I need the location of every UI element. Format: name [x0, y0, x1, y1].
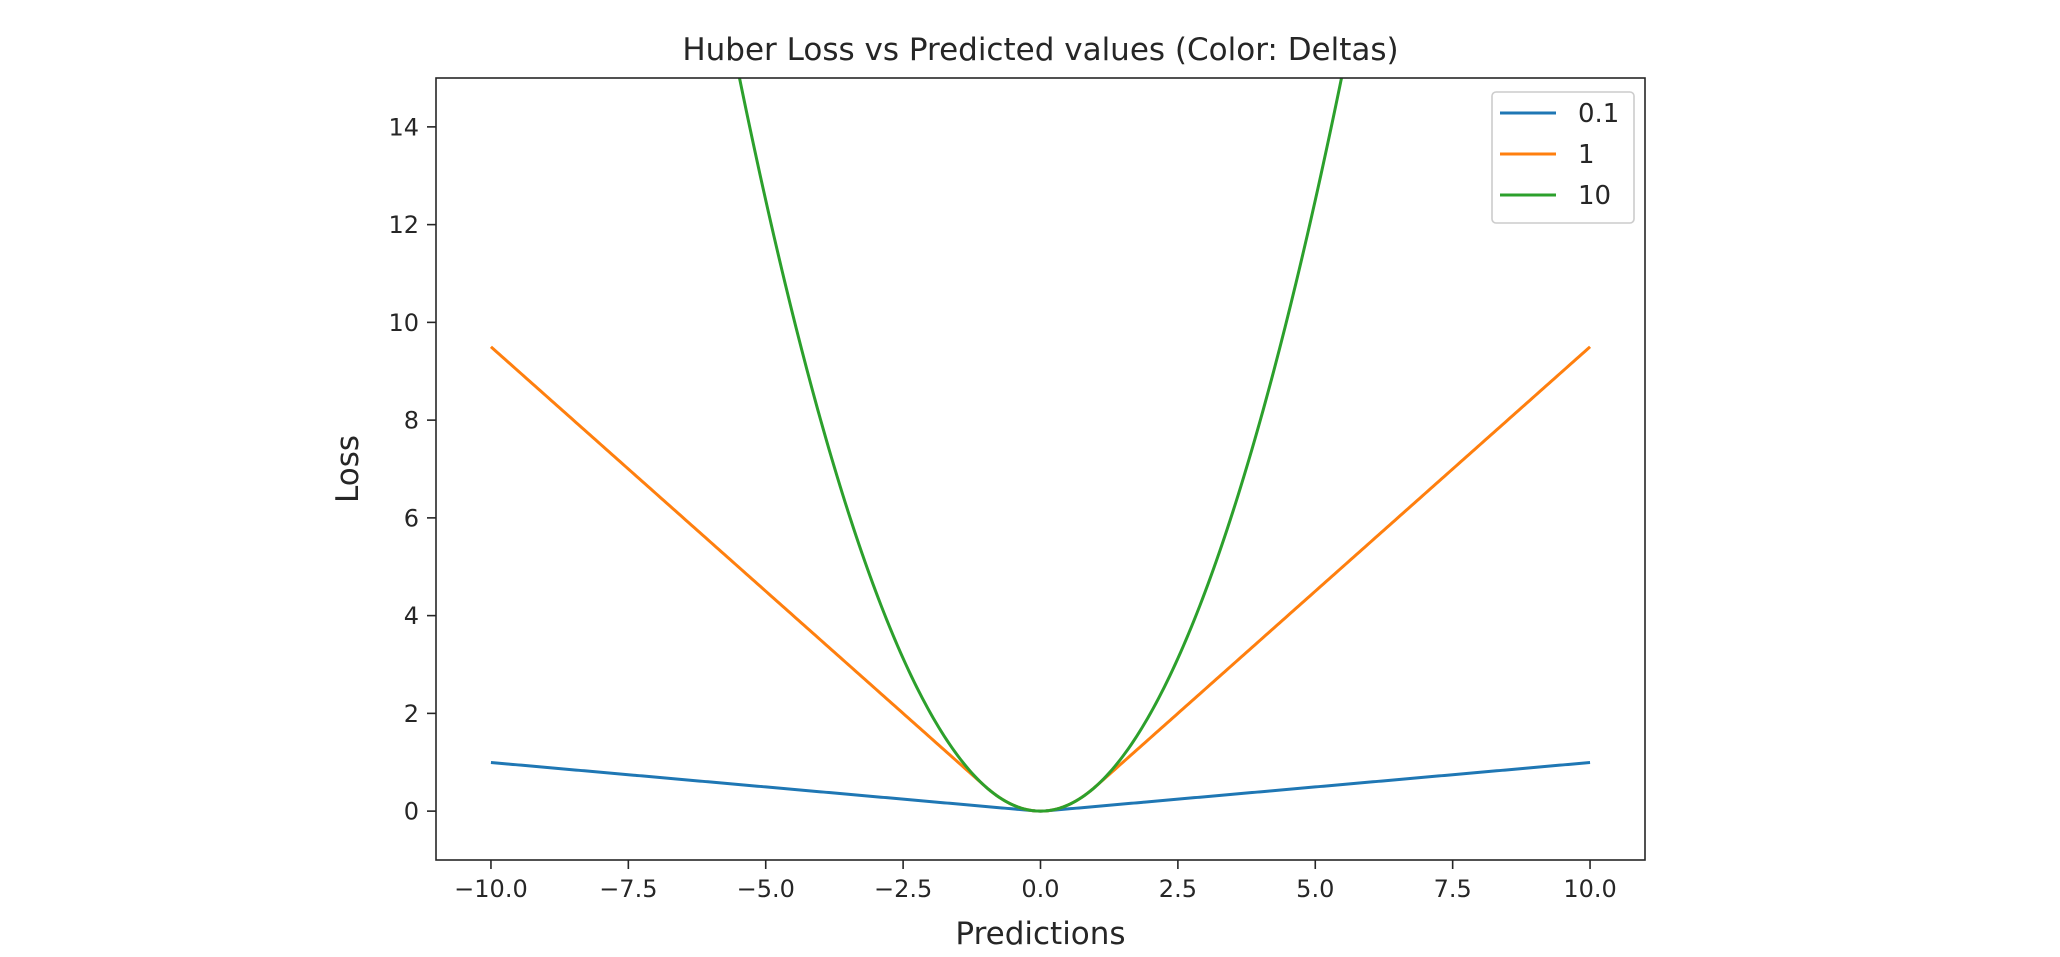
y-axis-label: Loss — [330, 435, 366, 503]
legend-label: 1 — [1578, 140, 1595, 170]
series-group — [489, 78, 1592, 813]
x-tick-label: −10.0 — [454, 875, 528, 903]
x-tick-label: 7.5 — [1434, 875, 1472, 903]
legend-label: 0.1 — [1578, 99, 1619, 129]
x-tick-label: −7.5 — [599, 875, 657, 903]
y-tick-label: 0 — [404, 798, 419, 826]
x-tick-label: 2.5 — [1159, 875, 1197, 903]
x-tick-label: 5.0 — [1296, 875, 1334, 903]
plot-area — [436, 78, 1645, 860]
x-axis-ticks: −10.0 −7.5 −5.0 −2.5 0.0 2.5 5.0 7.5 10.0 — [454, 860, 1617, 903]
chart-title: Huber Loss vs Predicted values (Color: D… — [682, 32, 1398, 68]
legend-box — [1491, 91, 1635, 224]
y-axis-ticks: 0 2 4 6 8 10 12 14 — [388, 113, 436, 826]
x-tick-label: 0.0 — [1021, 875, 1059, 903]
x-tick-label: −2.5 — [874, 875, 932, 903]
y-tick-label: 6 — [404, 504, 419, 532]
x-tick-label: −5.0 — [737, 875, 795, 903]
y-tick-label: 2 — [404, 700, 419, 728]
y-tick-label: 4 — [404, 602, 419, 630]
series-line-2 — [737, 78, 1344, 813]
y-tick-label: 10 — [388, 309, 419, 337]
legend: 0.1 1 10 — [1491, 91, 1635, 224]
x-tick-label: 10.0 — [1563, 875, 1616, 903]
y-tick-label: 8 — [404, 407, 419, 435]
legend-label: 10 — [1578, 181, 1611, 211]
x-axis-label: Predictions — [955, 916, 1125, 952]
y-tick-label: 14 — [388, 113, 419, 141]
y-tick-label: 12 — [388, 211, 419, 239]
